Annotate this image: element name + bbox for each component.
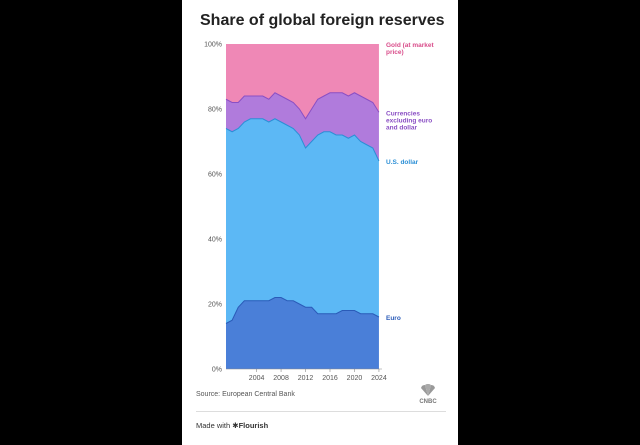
y-tick-label: 60%: [208, 172, 222, 179]
y-tick-label: 80%: [208, 107, 222, 114]
chart-card: Share of global foreign reserves 0% 20% 40…: [182, 0, 458, 445]
flourish-star-icon: ✱: [232, 421, 239, 430]
x-tick-label: 2004: [249, 375, 265, 382]
series-label-3: Gold (at market price): [386, 42, 435, 56]
series-line-0: [225, 297, 380, 324]
footer-divider: [196, 411, 446, 412]
series-label-2: Currencies excluding euro and dollar: [386, 110, 432, 131]
series-label-line: Gold (at market: [386, 42, 435, 49]
x-tick-label: 2008: [273, 375, 289, 382]
flourish-brand: Flourish: [238, 421, 269, 430]
cnbc-logo: CNBC: [416, 383, 440, 407]
series-line-2: [225, 92, 380, 120]
source-note: Source: European Central Bank: [196, 391, 295, 398]
series-label-line: Currencies: [386, 110, 420, 117]
made-with-text: Made with: [196, 421, 231, 430]
area-series-2: [226, 92, 379, 161]
y-tick-label: 40%: [208, 237, 222, 244]
x-tick-label: 2020: [347, 375, 363, 382]
made-with-flourish[interactable]: Made with ✱Flourish: [196, 421, 268, 430]
series-label-line: and dollar: [386, 124, 418, 131]
x-tick-label: 2024: [371, 375, 387, 382]
series-label-line: U.S. dollar: [386, 159, 419, 166]
peacock-icon: [421, 383, 435, 396]
y-tick-label: 100%: [204, 42, 222, 49]
cnbc-logo-text: CNBC: [419, 399, 437, 405]
chart-title: Share of global foreign reserves: [200, 12, 445, 29]
series-label-1: U.S. dollar: [386, 159, 419, 166]
x-tick-label: 2016: [322, 375, 338, 382]
x-tick-label: 2012: [298, 375, 314, 382]
area-series-1: [226, 118, 379, 324]
series-label-line: price): [386, 49, 404, 56]
series-label-line: excluding euro: [386, 117, 432, 124]
chart-svg: 0% 20% 40% 60% 80% 100% 2004 2008 2012 2016 2020 20…: [204, 42, 435, 383]
series-label-line: Euro: [386, 315, 401, 322]
y-tick-label: 0%: [212, 367, 222, 374]
area-series-3: [226, 44, 379, 119]
y-tick-label: 20%: [208, 302, 222, 309]
area-series-0: [226, 297, 379, 369]
series-label-0: Euro: [386, 315, 401, 322]
series-line-1: [225, 118, 380, 162]
